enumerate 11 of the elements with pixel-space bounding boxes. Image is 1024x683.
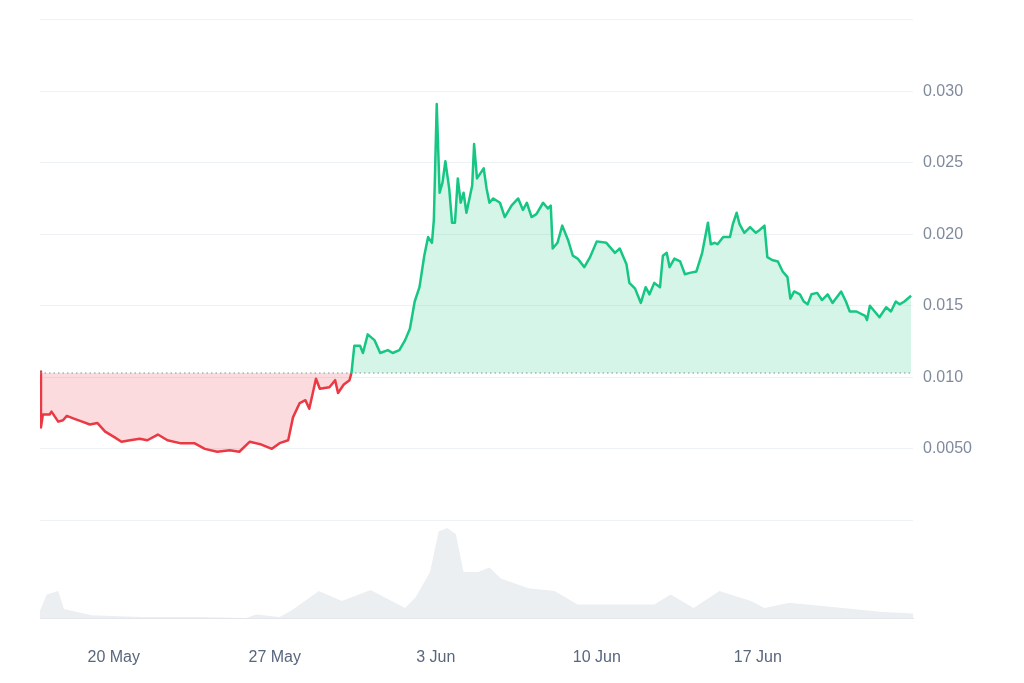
x-tick-label: 20 May	[87, 648, 141, 666]
x-tick-label: 10 Jun	[572, 648, 621, 666]
y-tick-label: 0.015	[923, 296, 964, 314]
y-tick-label: 0.020	[923, 224, 964, 242]
y-tick-label: 0.010	[923, 367, 964, 385]
y-tick-label: 0.025	[923, 153, 964, 171]
y-tick-label: 0.030	[923, 81, 964, 99]
x-tick-label: 3 Jun	[416, 648, 456, 666]
x-tick-label: 27 May	[248, 648, 302, 666]
y-tick-label: 0.0050	[923, 439, 973, 457]
x-tick-label: 17 Jun	[733, 648, 782, 666]
